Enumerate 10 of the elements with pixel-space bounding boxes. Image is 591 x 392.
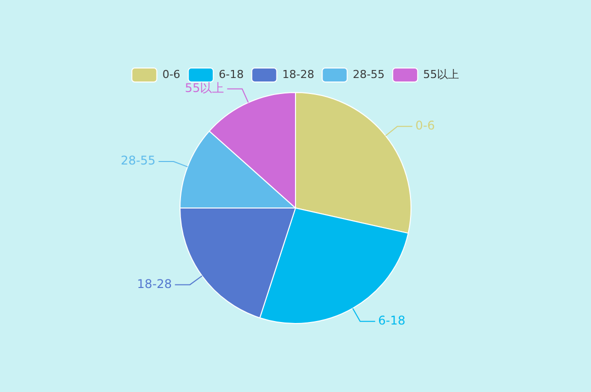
legend-label: 55以上 — [423, 68, 460, 81]
legend-label: 18-28 — [282, 68, 314, 81]
slice-label: 18-28 — [137, 276, 172, 291]
legend-label: 6-18 — [218, 68, 244, 81]
legend-label: 0-6 — [162, 68, 180, 81]
slice-label: 28-55 — [120, 154, 156, 168]
legend-label: 28-55 — [352, 68, 385, 81]
slice-label: 0-6 — [415, 118, 435, 133]
slice-label: 55以上 — [184, 81, 224, 96]
slice-label: 6-18 — [378, 313, 406, 328]
